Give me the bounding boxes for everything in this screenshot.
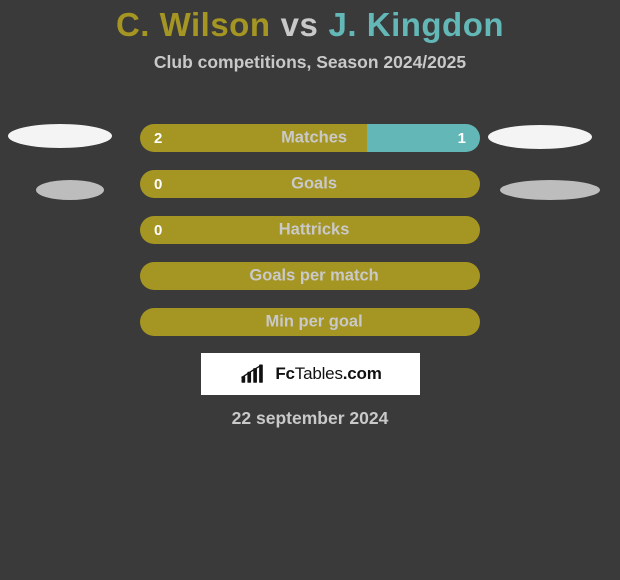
date-text: 22 september 2024: [0, 408, 620, 429]
stat-segment: 1: [367, 124, 480, 152]
stat-row: 0Hattricks: [140, 216, 480, 244]
bars-icon: [239, 363, 269, 385]
stat-row: Goals per match: [140, 262, 480, 290]
fctables-logo: FcTables.com: [201, 353, 420, 395]
stat-segment: 0: [140, 216, 480, 244]
stat-segment: 0: [140, 170, 480, 198]
logo-text: FcTables.com: [275, 364, 381, 384]
decorative-oval: [488, 125, 592, 149]
stat-row: 21Matches: [140, 124, 480, 152]
decorative-oval: [500, 180, 600, 200]
comparison-rows: 21Matches 0Goals 0Hattricks Goals per match…: [140, 124, 480, 354]
stat-row: 0Goals: [140, 170, 480, 198]
title-player-right: J. Kingdon: [329, 6, 504, 43]
subtitle-text: Club competitions, Season 2024/2025: [0, 52, 620, 73]
logo-tables: Tables: [295, 364, 343, 383]
title-player-left: C. Wilson: [116, 6, 271, 43]
stat-segment: 2: [140, 124, 367, 152]
decorative-oval: [8, 124, 112, 148]
stat-row: Min per goal: [140, 308, 480, 336]
stat-segment: [140, 262, 480, 290]
stat-segment: [140, 308, 480, 336]
logo-dotcom: .com: [343, 364, 382, 383]
comparison-card: C. Wilson vs J. Kingdon Club competition…: [0, 0, 620, 580]
logo-fc: Fc: [275, 364, 294, 383]
decorative-oval: [36, 180, 104, 200]
page-title: C. Wilson vs J. Kingdon: [0, 6, 620, 44]
title-separator: vs: [280, 6, 319, 43]
